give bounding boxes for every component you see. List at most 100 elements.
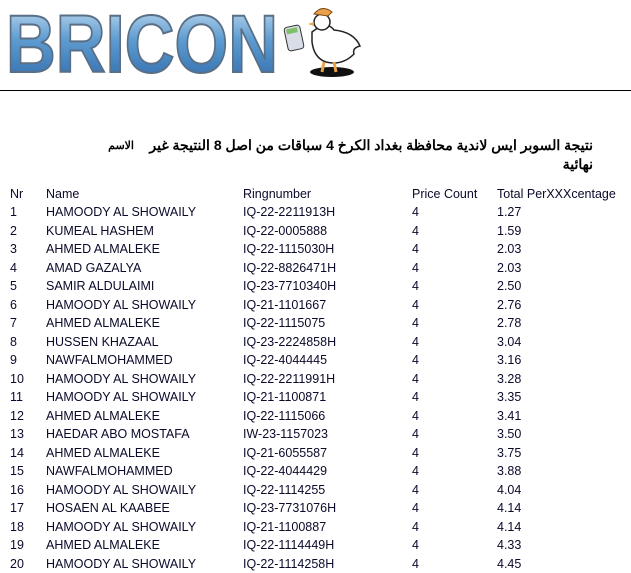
cell-ringnumber: IQ-21-1101667 — [243, 297, 327, 312]
cell-ringnumber: IQ-22-4044445 — [243, 353, 328, 367]
table-row: 11 HAMOODY AL SHOWAILY IQ-21-1100871 4 3.35 — [0, 388, 631, 406]
cell-nr: 8 — [10, 334, 17, 349]
table-row: 6 HAMOODY AL SHOWAILY IQ-21-1101667 4 2.76 — [0, 296, 631, 314]
pigeon-mascot-icon — [283, 8, 362, 77]
table-row: 2 KUMEAL HASHEM IQ-22-0005888 4 1.59 — [0, 222, 631, 240]
cell-total: 4.45 — [497, 556, 522, 571]
cell-ringnumber: IQ-22-0005888 — [243, 223, 328, 238]
cell-nr: 19 — [10, 538, 24, 552]
header-divider — [0, 90, 631, 91]
cell-price-count: 4 — [412, 445, 419, 460]
table-row: 19 AHMED ALMALEKE IQ-22-1114449H 4 4.33 — [0, 536, 631, 554]
column-header-total: Total PerXXXcentage — [497, 187, 616, 201]
cell-price-count: 4 — [412, 464, 419, 478]
cell-name: HAEDAR ABO MOSTAFA — [46, 427, 190, 441]
cell-nr: 4 — [10, 260, 17, 275]
cell-price-count: 4 — [412, 371, 419, 386]
table-row: 3 AHMED ALMALEKE IQ-22-1115030H 4 2.03 — [0, 240, 631, 258]
cell-ringnumber: IQ-21-6055587 — [243, 445, 328, 460]
bricon-logo: BRICON — [5, 2, 279, 82]
cell-price-count: 4 — [412, 205, 419, 219]
column-header-ringnumber: Ringnumber — [243, 187, 312, 201]
table-row: 4 AMAD GAZALYA IQ-22-8826471H 4 2.03 — [0, 259, 631, 277]
cell-total: 3.75 — [497, 445, 522, 460]
cell-name: HAMOODY AL SHOWAILY — [46, 519, 197, 534]
cell-total: 4.33 — [497, 538, 522, 552]
cell-price-count: 4 — [412, 297, 419, 312]
cell-total: 1.27 — [497, 205, 522, 219]
cell-price-count: 4 — [412, 519, 419, 534]
cell-name: AHMED ALMALEKE — [46, 242, 160, 256]
cell-name: AHMED ALMALEKE — [46, 316, 160, 330]
cell-total: 3.88 — [497, 464, 522, 478]
cell-total: 2.76 — [497, 297, 522, 312]
cell-ringnumber: IQ-22-1115075 — [243, 316, 326, 330]
cell-nr: 1 — [10, 205, 17, 219]
table-row: 18 HAMOODY AL SHOWAILY IQ-21-1100887 4 4.14 — [0, 518, 631, 536]
cell-ringnumber: IQ-22-2211991H — [243, 371, 336, 386]
cell-ringnumber: IQ-21-1100887 — [243, 519, 327, 534]
cell-name: HAMOODY AL SHOWAILY — [46, 205, 197, 219]
cell-name: KUMEAL HASHEM — [46, 223, 154, 238]
cell-ringnumber: IQ-23-7710340H — [243, 279, 337, 293]
column-header-name: Name — [46, 187, 80, 201]
table-row: 20 HAMOODY AL SHOWAILY IQ-22-1114258H 4 4.45 — [0, 555, 631, 573]
cell-name: AMAD GAZALYA — [46, 260, 142, 275]
cell-total: 4.04 — [497, 482, 522, 497]
table-row: 5 SAMIR ALDULAIMI IQ-23-7710340H 4 2.50 — [0, 277, 631, 295]
cell-total: 3.35 — [497, 390, 522, 404]
table-row: 15 NAWFALMOHAMMED IQ-22-4044429 4 3.88 — [0, 462, 631, 480]
cell-nr: 13 — [10, 427, 24, 441]
cell-nr: 5 — [10, 279, 17, 293]
cell-ringnumber: IQ-22-1114255 — [243, 482, 326, 497]
cell-price-count: 4 — [412, 223, 419, 238]
cell-name: HAMOODY AL SHOWAILY — [46, 482, 197, 497]
cell-nr: 3 — [10, 242, 17, 256]
cell-name: AHMED ALMALEKE — [46, 445, 160, 460]
cell-price-count: 4 — [412, 556, 419, 571]
cell-ringnumber: IQ-22-2211913H — [243, 205, 336, 219]
cell-name: NAWFALMOHAMMED — [46, 464, 173, 478]
cell-total: 4.14 — [497, 501, 522, 515]
cell-total: 1.59 — [497, 223, 522, 238]
table-row: 8 HUSSEN KHAZAAL IQ-23-2224858H 4 3.04 — [0, 333, 631, 351]
column-header-price-count: Price Count — [412, 187, 478, 201]
cell-total: 2.78 — [497, 316, 522, 330]
cell-name: HAMOODY AL SHOWAILY — [46, 297, 197, 312]
cell-total: 4.14 — [497, 519, 522, 534]
cell-total: 2.03 — [497, 260, 522, 275]
table-row: 17 HOSAEN AL KAABEE IQ-23-7731076H 4 4.14 — [0, 499, 631, 517]
report-title: نتيجة السوبر ايس لاندية محافظة بغداد الك… — [149, 137, 593, 172]
table-row: 7 AHMED ALMALEKE IQ-22-1115075 4 2.78 — [0, 314, 631, 332]
cell-total: 3.41 — [497, 408, 522, 423]
cell-ringnumber: IQ-22-1115030H — [243, 242, 335, 256]
cell-price-count: 4 — [412, 501, 419, 515]
cell-price-count: 4 — [412, 390, 419, 404]
cell-nr: 10 — [10, 371, 24, 386]
column-header-nr: Nr — [10, 187, 24, 201]
cell-ringnumber: IQ-23-7731076H — [243, 501, 337, 515]
table-row: 1 HAMOODY AL SHOWAILY IQ-22-2211913H 4 1.27 — [0, 203, 631, 221]
cell-ringnumber: IW-23-1157023 — [243, 427, 329, 441]
cell-nr: 9 — [10, 353, 17, 367]
cell-name: HAMOODY AL SHOWAILY — [46, 371, 197, 386]
cell-price-count: 4 — [412, 482, 419, 497]
cell-nr: 20 — [10, 556, 24, 571]
cell-ringnumber: IQ-23-2224858H — [243, 334, 337, 349]
table-row: 14 AHMED ALMALEKE IQ-21-6055587 4 3.75 — [0, 444, 631, 462]
cell-ringnumber: IQ-22-8826471H — [243, 260, 337, 275]
cell-nr: 14 — [10, 445, 24, 460]
cell-nr: 16 — [10, 482, 24, 497]
cell-price-count: 4 — [412, 260, 419, 275]
cell-name: SAMIR ALDULAIMI — [46, 279, 155, 293]
cell-ringnumber: IQ-22-4044429 — [243, 464, 328, 478]
cell-price-count: 4 — [412, 353, 419, 367]
cell-price-count: 4 — [412, 427, 419, 441]
cell-total: 2.03 — [497, 242, 522, 256]
cell-ringnumber: IQ-22-1114258H — [243, 556, 335, 571]
cell-total: 2.50 — [497, 279, 522, 293]
cell-name: NAWFALMOHAMMED — [46, 353, 173, 367]
cell-total: 3.50 — [497, 427, 522, 441]
cell-name: HAMOODY AL SHOWAILY — [46, 556, 197, 571]
cell-nr: 6 — [10, 297, 17, 312]
